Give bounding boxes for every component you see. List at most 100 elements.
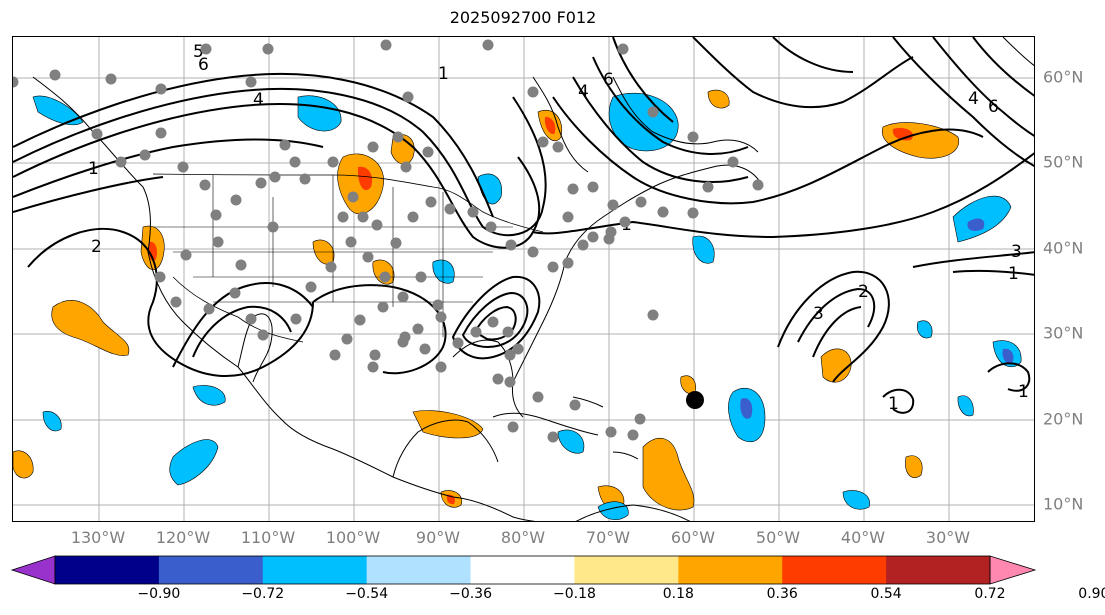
station-marker [377, 301, 389, 313]
station-marker [577, 239, 589, 251]
contour-label: 6 [198, 55, 209, 75]
fill-patch [967, 218, 985, 231]
station-marker [354, 314, 366, 326]
coastline [572, 396, 604, 408]
colorbar-tick-label: 0.54 [870, 586, 902, 602]
station-marker [91, 128, 103, 140]
contour-line [952, 269, 1034, 276]
station-marker [341, 333, 353, 345]
longitude-label: 90°W [415, 528, 461, 547]
longitude-label: 70°W [585, 528, 631, 547]
fill-patch [51, 300, 130, 356]
border [153, 226, 513, 303]
station-marker [567, 183, 579, 195]
colorbar-tick-label: 0.72 [974, 586, 1006, 602]
station-marker [504, 349, 516, 361]
station-marker [547, 431, 559, 443]
station-marker [267, 221, 279, 233]
fill-patch [13, 450, 34, 479]
station-marker [255, 177, 267, 189]
colorbar-bin [158, 556, 264, 584]
station-marker [155, 127, 167, 139]
contour-label: 1 [438, 64, 449, 84]
colorbar [10, 555, 1037, 585]
longitude-label: 100°W [325, 528, 381, 547]
station-marker [752, 179, 764, 191]
station-marker [245, 313, 257, 325]
station-marker [727, 156, 739, 168]
station-marker [587, 181, 599, 193]
coastline [532, 76, 589, 173]
fill-patch [881, 122, 960, 159]
height-contours [13, 37, 1034, 414]
station-marker [527, 246, 539, 258]
station-marker [347, 191, 359, 203]
station-marker [367, 141, 379, 153]
contour-line [592, 56, 749, 155]
contour-line [987, 362, 1031, 392]
colorbar-extend-low [10, 555, 56, 585]
station-marker [367, 361, 379, 373]
station-marker [262, 43, 274, 55]
station-marker [603, 233, 615, 245]
longitude-label: 50°W [755, 528, 801, 547]
station-marker [657, 206, 669, 218]
station-marker [199, 179, 211, 191]
contour-line [473, 305, 517, 341]
fill-patch [740, 398, 753, 419]
station-marker [235, 259, 247, 271]
colorbar-segments [10, 555, 1037, 585]
longitude-label: 40°W [840, 528, 886, 547]
station-marker [200, 43, 212, 55]
longitude-label: 130°W [70, 528, 126, 547]
station-marker [647, 106, 659, 118]
contour-label: 6 [988, 97, 999, 117]
storm-center-marker[interactable] [686, 391, 704, 409]
station-marker [687, 131, 699, 143]
contour-line [892, 37, 1034, 167]
fill-patch [842, 490, 870, 510]
station-marker [492, 373, 504, 385]
shaded-anomaly-fills [13, 89, 1022, 520]
station-marker [635, 196, 647, 208]
map-panel[interactable]: 5 6 4 1 4 6 1 2 1 4 6 3 1 3 2 1 1 [12, 36, 1035, 522]
contour-label: 4 [968, 89, 979, 109]
station-marker [400, 161, 412, 173]
fill-patch [692, 235, 715, 264]
station-marker [289, 156, 301, 168]
station-marker [552, 141, 564, 153]
fill-patch [957, 395, 974, 417]
colorbar-bin [470, 556, 575, 584]
contour-label: 1 [1018, 382, 1029, 402]
longitude-label: 80°W [500, 528, 546, 547]
contour-line [13, 176, 164, 213]
station-marker [357, 211, 369, 223]
colorbar-tick-label: −0.36 [449, 586, 492, 602]
station-marker [527, 86, 539, 98]
contour-label: 2 [858, 282, 869, 302]
fill-patch [917, 320, 933, 339]
station-marker [504, 376, 516, 388]
contour-line [882, 388, 915, 414]
station-marker [345, 236, 357, 248]
station-marker [369, 349, 381, 361]
graticule [13, 37, 1034, 521]
map-canvas[interactable]: 5 6 4 1 4 6 1 2 1 4 6 3 1 3 2 1 1 [13, 37, 1035, 522]
latitude-label: 50°N [1043, 152, 1084, 172]
map-title: 2025092700 F012 [449, 8, 597, 27]
station-marker [617, 43, 629, 55]
contour-line [172, 282, 314, 368]
station-marker [115, 156, 127, 168]
station-marker [337, 211, 349, 223]
station-marker [139, 149, 151, 161]
station-marker [245, 76, 257, 88]
latitude-label: 30°N [1043, 323, 1084, 343]
coastline [237, 313, 273, 383]
fill-patch [357, 166, 373, 191]
station-marker [49, 69, 61, 81]
station-marker [380, 39, 392, 51]
colorbar-tick-label: 0.18 [662, 586, 694, 602]
station-marker [607, 199, 619, 211]
station-markers [13, 39, 764, 443]
station-marker [362, 251, 374, 263]
